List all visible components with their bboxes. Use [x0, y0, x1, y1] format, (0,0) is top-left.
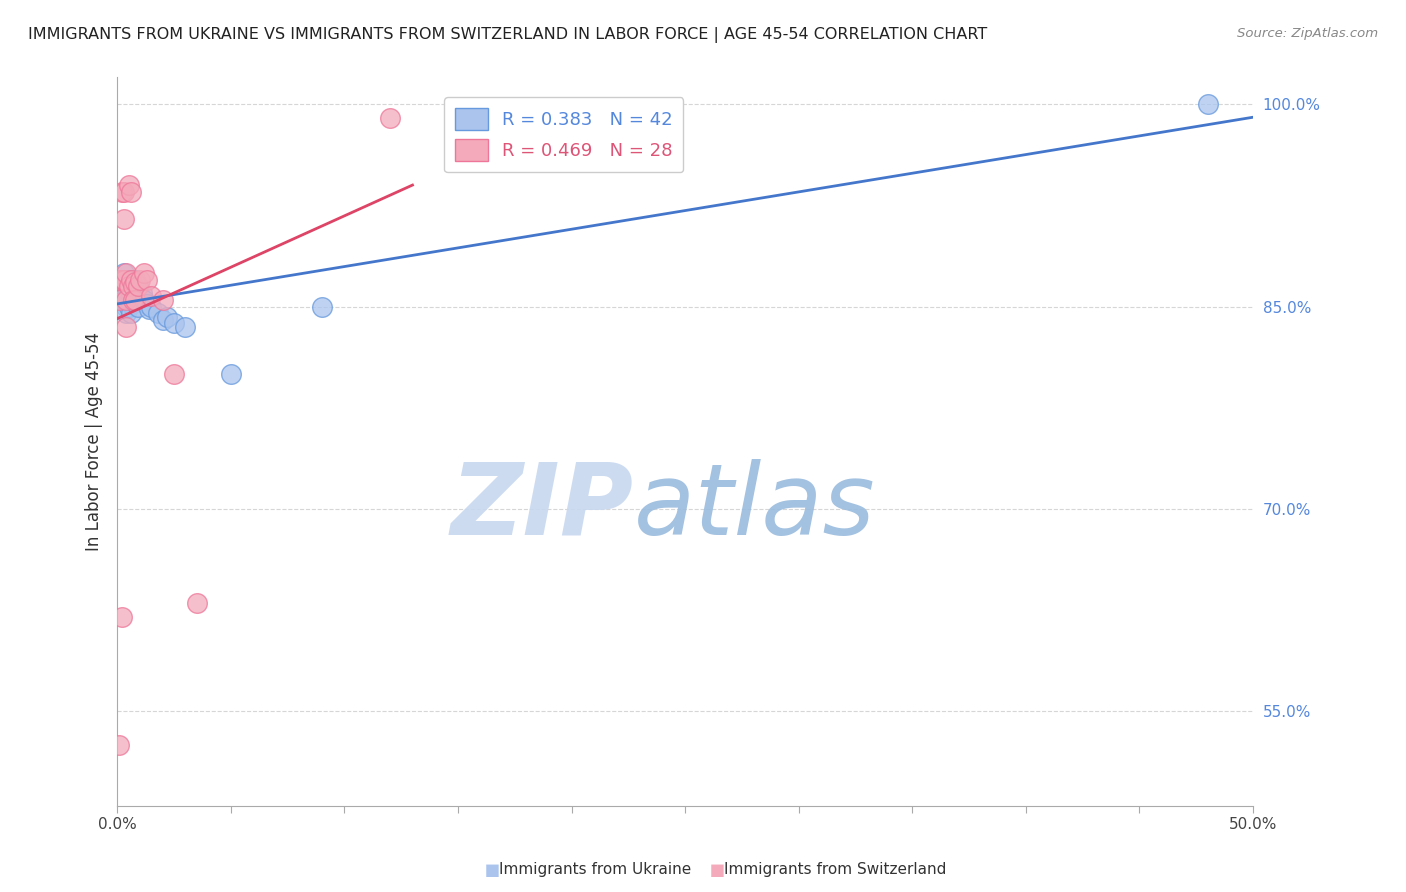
- Point: [117, 279, 139, 293]
- Point: [131, 286, 153, 301]
- Point: [122, 284, 145, 298]
- Point: [112, 266, 135, 280]
- Point: [124, 293, 146, 307]
- Point: [108, 293, 131, 307]
- Point: [111, 293, 134, 307]
- Point: [127, 279, 149, 293]
- Legend: R = 0.383   N = 42, R = 0.469   N = 28: R = 0.383 N = 42, R = 0.469 N = 28: [444, 97, 683, 172]
- Point: [112, 279, 135, 293]
- Point: [127, 279, 149, 293]
- Point: [135, 273, 157, 287]
- Point: [378, 111, 401, 125]
- Point: [120, 289, 142, 303]
- Text: Immigrants from Switzerland: Immigrants from Switzerland: [724, 863, 946, 877]
- Point: [163, 367, 186, 381]
- Point: [111, 185, 134, 199]
- Point: [120, 273, 142, 287]
- Point: [117, 293, 139, 307]
- Point: [174, 319, 197, 334]
- Point: [117, 273, 139, 287]
- Point: [135, 297, 157, 311]
- Point: [108, 738, 131, 752]
- Point: [122, 273, 145, 287]
- Point: [138, 302, 160, 317]
- Point: [122, 293, 145, 307]
- Point: [122, 293, 145, 307]
- Point: [112, 273, 135, 287]
- Point: [146, 306, 169, 320]
- Point: [163, 316, 186, 330]
- Point: [117, 279, 139, 293]
- Point: [112, 273, 135, 287]
- Point: [117, 178, 139, 193]
- Point: [311, 300, 333, 314]
- Point: [111, 286, 134, 301]
- Point: [120, 297, 142, 311]
- Point: [129, 289, 152, 303]
- Text: ▪: ▪: [709, 858, 725, 881]
- Point: [124, 293, 146, 307]
- Point: [115, 319, 138, 334]
- Point: [112, 185, 135, 199]
- Point: [115, 293, 138, 307]
- Point: [111, 609, 134, 624]
- Point: [124, 273, 146, 287]
- Point: [152, 293, 174, 307]
- Text: ZIP: ZIP: [451, 458, 634, 556]
- Point: [186, 596, 208, 610]
- Point: [115, 293, 138, 307]
- Point: [112, 293, 135, 307]
- Point: [134, 266, 156, 280]
- Point: [134, 293, 156, 307]
- Text: Immigrants from Ukraine: Immigrants from Ukraine: [499, 863, 692, 877]
- Point: [129, 273, 152, 287]
- Point: [1197, 97, 1219, 112]
- Point: [115, 279, 138, 293]
- Point: [117, 300, 139, 314]
- Point: [120, 279, 142, 293]
- Y-axis label: In Labor Force | Age 45-54: In Labor Force | Age 45-54: [86, 332, 103, 551]
- Text: ▪: ▪: [484, 858, 501, 881]
- Text: IMMIGRANTS FROM UKRAINE VS IMMIGRANTS FROM SWITZERLAND IN LABOR FORCE | AGE 45-5: IMMIGRANTS FROM UKRAINE VS IMMIGRANTS FR…: [28, 27, 987, 43]
- Point: [108, 273, 131, 287]
- Text: atlas: atlas: [634, 458, 876, 556]
- Point: [219, 367, 242, 381]
- Point: [115, 300, 138, 314]
- Point: [122, 279, 145, 293]
- Point: [115, 306, 138, 320]
- Point: [127, 300, 149, 314]
- Point: [112, 273, 135, 287]
- Point: [115, 266, 138, 280]
- Point: [120, 306, 142, 320]
- Point: [152, 313, 174, 327]
- Point: [111, 273, 134, 287]
- Point: [108, 293, 131, 307]
- Point: [112, 212, 135, 227]
- Point: [120, 185, 142, 199]
- Point: [120, 273, 142, 287]
- Point: [141, 289, 163, 303]
- Point: [156, 310, 179, 325]
- Point: [141, 300, 163, 314]
- Point: [124, 276, 146, 290]
- Text: Source: ZipAtlas.com: Source: ZipAtlas.com: [1237, 27, 1378, 40]
- Point: [115, 273, 138, 287]
